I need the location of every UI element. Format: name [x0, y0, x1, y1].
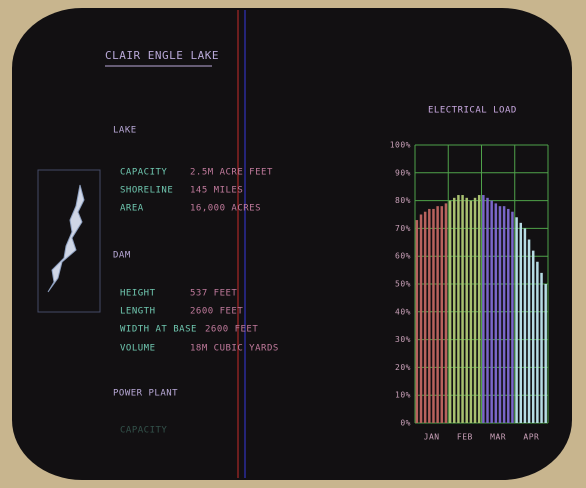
field-value: 18M CUBIC YARDS: [190, 344, 279, 354]
bar: [428, 208, 431, 423]
bar: [477, 195, 481, 423]
x-tick-label: JAN: [424, 433, 440, 442]
field-value: 145 MILES: [190, 186, 243, 196]
x-tick-label: APR: [523, 433, 539, 442]
bar: [461, 195, 464, 423]
y-tick-label: 40%: [395, 307, 411, 316]
field-value: 16,000 ACRES: [190, 204, 261, 214]
bar: [432, 208, 435, 423]
field-label: VOLUME: [120, 344, 156, 354]
bar: [469, 200, 473, 423]
y-tick-label: 0%: [400, 419, 411, 428]
bar: [486, 197, 489, 423]
y-tick-label: 60%: [395, 252, 411, 261]
bar: [465, 197, 468, 423]
field-value: 2600 FEET: [190, 307, 243, 317]
section-heading: POWER PLANT: [113, 389, 178, 399]
bar: [502, 206, 506, 423]
bar: [507, 208, 510, 423]
field-label: HEIGHT: [120, 289, 156, 299]
bar: [448, 200, 452, 423]
lake-outline: [47, 184, 85, 293]
bar: [415, 220, 419, 423]
y-tick-label: 30%: [395, 335, 411, 344]
bar: [536, 261, 539, 423]
bar: [423, 211, 427, 423]
field-label: SHORELINE: [120, 186, 173, 196]
field-label: WIDTH AT BASE: [120, 325, 197, 335]
field-label: AREA: [120, 204, 144, 214]
y-tick-label: 90%: [395, 168, 411, 177]
bar: [444, 203, 448, 423]
crt-screen: [12, 8, 572, 480]
section-heading: DAM: [113, 251, 131, 261]
map-frame: [37, 169, 101, 313]
bar: [544, 284, 547, 423]
bar: [531, 250, 535, 423]
bar: [494, 203, 498, 423]
y-tick-label: 20%: [395, 363, 411, 372]
field-value: 537 FEET: [190, 289, 237, 299]
bar: [511, 211, 514, 423]
y-tick-label: 70%: [395, 224, 411, 233]
field-value: 2.5M ACRE FEET: [190, 168, 273, 178]
x-tick-label: MAR: [490, 433, 506, 442]
bar: [419, 214, 423, 423]
bar: [498, 206, 502, 423]
bar: [527, 239, 531, 423]
field-label: LENGTH: [120, 307, 156, 317]
title: CLAIR ENGLE LAKE: [105, 49, 219, 62]
y-tick-label: 80%: [395, 196, 411, 205]
y-tick-label: 50%: [395, 280, 411, 289]
bar: [440, 206, 444, 423]
section-heading: LAKE: [113, 126, 137, 136]
bar: [436, 206, 439, 423]
field-value: 2600 FEET: [205, 325, 258, 335]
field-label: CAPACITY: [120, 168, 167, 178]
chart-title: ELECTRICAL LOAD: [428, 106, 517, 116]
bar: [540, 272, 543, 423]
bar: [473, 197, 477, 423]
bar: [490, 200, 493, 423]
bar: [457, 195, 460, 423]
bar: [523, 228, 527, 423]
bar: [453, 197, 456, 423]
bar: [519, 222, 522, 423]
x-tick-label: FEB: [457, 433, 473, 442]
y-tick-label: 10%: [395, 391, 411, 400]
field-label: CAPACITY: [120, 426, 167, 436]
y-tick-label: 100%: [390, 141, 411, 150]
bar: [482, 195, 485, 423]
bar: [515, 217, 518, 423]
